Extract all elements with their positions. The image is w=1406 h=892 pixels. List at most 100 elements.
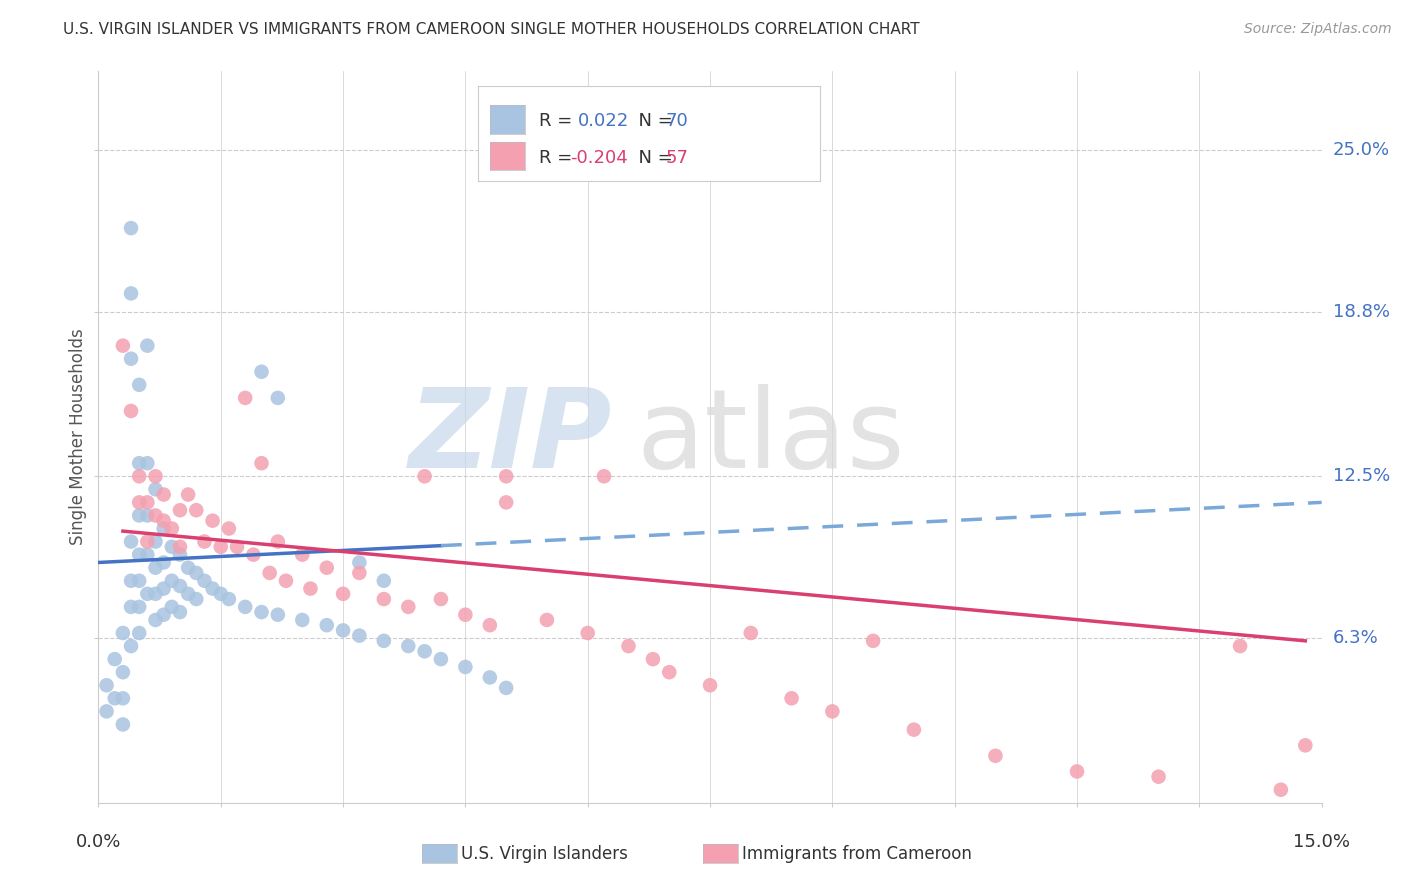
- Point: [1270, 782, 1292, 797]
- Point: [267, 534, 290, 549]
- Point: [136, 508, 159, 523]
- Point: [120, 574, 142, 588]
- Point: [120, 351, 142, 366]
- Text: U.S. VIRGIN ISLANDER VS IMMIGRANTS FROM CAMEROON SINGLE MOTHER HOUSEHOLDS CORREL: U.S. VIRGIN ISLANDER VS IMMIGRANTS FROM …: [63, 22, 920, 37]
- Point: [136, 548, 159, 562]
- Point: [1229, 639, 1251, 653]
- Point: [536, 613, 558, 627]
- Point: [177, 587, 200, 601]
- Point: [413, 644, 436, 658]
- Point: [218, 521, 240, 535]
- Point: [250, 605, 273, 619]
- Point: [576, 626, 599, 640]
- Point: [862, 633, 884, 648]
- Point: [903, 723, 925, 737]
- Point: [267, 391, 290, 405]
- Point: [169, 579, 191, 593]
- Point: [120, 221, 142, 235]
- Text: Immigrants from Cameroon: Immigrants from Cameroon: [742, 845, 972, 863]
- Point: [160, 540, 183, 554]
- Point: [291, 613, 314, 627]
- Point: [658, 665, 681, 680]
- Point: [740, 626, 762, 640]
- Point: [430, 652, 453, 666]
- Point: [495, 495, 517, 509]
- Point: [104, 652, 127, 666]
- Text: 18.8%: 18.8%: [1333, 302, 1389, 321]
- Point: [136, 495, 159, 509]
- Point: [128, 469, 150, 483]
- Point: [177, 560, 200, 574]
- Point: [495, 469, 517, 483]
- Point: [299, 582, 322, 596]
- Point: [152, 607, 174, 622]
- Point: [209, 587, 232, 601]
- Point: [233, 599, 256, 614]
- Point: [315, 618, 337, 632]
- Point: [349, 556, 371, 570]
- Text: ZIP: ZIP: [409, 384, 612, 491]
- Point: [111, 665, 134, 680]
- Point: [120, 286, 142, 301]
- Text: 70: 70: [665, 112, 688, 130]
- Point: [218, 592, 240, 607]
- Text: -0.204: -0.204: [569, 149, 627, 168]
- Point: [145, 508, 167, 523]
- Point: [186, 592, 208, 607]
- Point: [373, 633, 395, 648]
- Point: [209, 540, 232, 554]
- Point: [152, 487, 174, 501]
- Point: [349, 629, 371, 643]
- Point: [160, 599, 183, 614]
- Point: [430, 592, 453, 607]
- Point: [1294, 739, 1316, 753]
- Point: [152, 556, 174, 570]
- Text: 6.3%: 6.3%: [1333, 629, 1378, 648]
- Point: [259, 566, 281, 580]
- Point: [128, 548, 150, 562]
- Point: [104, 691, 127, 706]
- Point: [145, 469, 167, 483]
- Point: [136, 587, 159, 601]
- Point: [984, 748, 1007, 763]
- Text: 15.0%: 15.0%: [1294, 833, 1350, 851]
- Point: [226, 540, 249, 554]
- Point: [250, 365, 273, 379]
- Point: [152, 582, 174, 596]
- Point: [120, 639, 142, 653]
- Point: [593, 469, 616, 483]
- Point: [201, 514, 224, 528]
- Point: [128, 508, 150, 523]
- Point: [373, 592, 395, 607]
- Point: [478, 670, 501, 684]
- Point: [152, 514, 174, 528]
- Point: [169, 540, 191, 554]
- Point: [136, 534, 159, 549]
- Point: [699, 678, 721, 692]
- Point: [111, 717, 134, 731]
- Point: [160, 574, 183, 588]
- Point: [454, 607, 477, 622]
- Point: [128, 599, 150, 614]
- Point: [495, 681, 517, 695]
- Text: N =: N =: [627, 149, 679, 168]
- Point: [120, 534, 142, 549]
- Point: [128, 377, 150, 392]
- Point: [120, 404, 142, 418]
- Point: [128, 495, 150, 509]
- Point: [242, 548, 264, 562]
- Point: [128, 626, 150, 640]
- Text: N =: N =: [627, 112, 679, 130]
- Point: [111, 339, 134, 353]
- Point: [413, 469, 436, 483]
- Text: 0.0%: 0.0%: [76, 833, 121, 851]
- Point: [145, 613, 167, 627]
- Point: [233, 391, 256, 405]
- Point: [152, 521, 174, 535]
- Point: [617, 639, 640, 653]
- Text: 25.0%: 25.0%: [1333, 141, 1391, 159]
- Point: [145, 560, 167, 574]
- Text: U.S. Virgin Islanders: U.S. Virgin Islanders: [461, 845, 628, 863]
- Point: [169, 605, 191, 619]
- Point: [1066, 764, 1088, 779]
